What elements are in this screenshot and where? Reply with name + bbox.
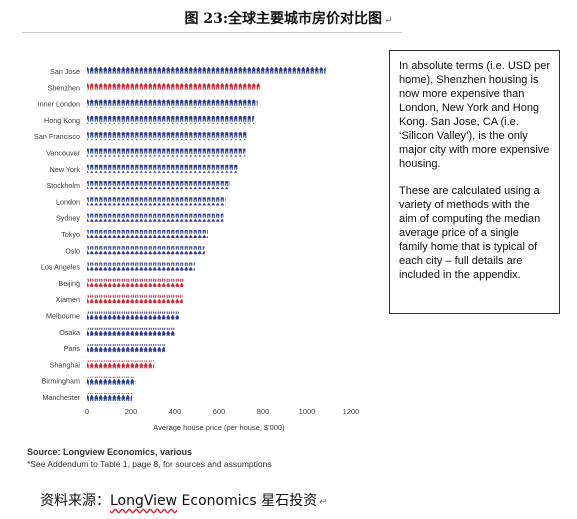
category-label: Stockholm [46,181,80,190]
bar-san-francisco [87,132,247,141]
bar-shenzhen [87,83,260,92]
source-note: Source: Longview Economics, various [27,447,193,457]
category-label: Shenzhen [48,83,80,92]
category-label: Oslo [65,246,80,255]
category-label: New York [50,165,81,174]
bar-stockholm [87,181,230,190]
category-label: Melbourne [46,312,80,321]
x-tick-label: 1000 [299,407,316,416]
category-label: Paris [64,344,81,353]
page-title: 图 23:全球主要城市房价对比图 ↵ [184,11,393,27]
category-label: Manchester [42,393,80,402]
annotation-paragraph-2: These are calculated using a variety of … [399,185,541,281]
bar-london [87,197,226,206]
category-label: Shanghai [50,360,81,369]
x-tick-label: 800 [257,407,270,416]
bar-inner-london [87,99,258,108]
title-rule [22,32,402,33]
category-label: Osaka [59,328,80,337]
category-label: Vancouver [46,149,80,158]
x-axis-label: Average house price (per house, $'000) [153,423,285,432]
bar-vancouver [87,148,246,157]
bars-group: San Jose Shenzhen Inner London Hong Kong San… [34,67,326,402]
house-price-bar-chart: San Jose Shenzhen Inner London Hong Kong San… [34,67,359,432]
bar-manchester [87,393,133,401]
category-label: Sydney [56,214,80,223]
bar-osaka [87,327,175,336]
category-label: London [56,197,80,206]
x-tick-label: 600 [213,407,226,416]
category-label: Los Angeles [41,263,81,272]
x-tick-label: 400 [169,407,182,416]
addendum-note: *See Addendum to Table 1, page 8, for so… [27,459,272,469]
bar-san-jose [87,67,326,75]
category-label: San Francisco [34,132,80,141]
x-tick-label: 1200 [343,407,360,416]
category-label: Hong Kong [44,116,80,125]
category-label: Inner London [38,100,80,109]
bar-melbourne [87,311,180,320]
bar-hong-kong [87,115,255,124]
annotation-box: In absolute terms (i.e. USD per home), S… [389,50,560,314]
x-axis: 0 200 400 600 800 1000 1200 Average house price… [85,407,359,432]
bar-sydney [87,213,224,222]
footer-brand: LongView [110,493,178,509]
pilcrow-mark: ↵ [319,497,328,508]
footer-prefix: 资料来源： [40,493,110,509]
bar-paris [87,344,166,353]
category-label: Tokyo [61,230,80,239]
category-label: Xiamen [56,295,80,304]
pilcrow-mark: ↵ [384,15,393,26]
annotation-paragraph-1: In absolute terms (i.e. USD per home), S… [399,60,551,170]
category-label: San Jose [50,67,80,76]
bar-oslo [87,246,205,255]
footer-source: 资料来源：LongView Economics 星石投资 ↵ [40,490,327,510]
bar-xiamen [87,295,183,304]
footer-suffix: Economics 星石投资 [177,493,318,509]
category-label: Beijing [58,279,80,288]
bar-new-york [87,164,238,173]
bar-los-angeles [87,262,195,271]
bar-birmingham [87,376,136,385]
bar-tokyo [87,230,208,238]
category-label: Birmingham [42,377,80,386]
x-tick-label: 0 [85,407,89,416]
x-tick-label: 200 [125,407,138,416]
bar-beijing [87,278,184,287]
bar-shanghai [87,360,155,369]
